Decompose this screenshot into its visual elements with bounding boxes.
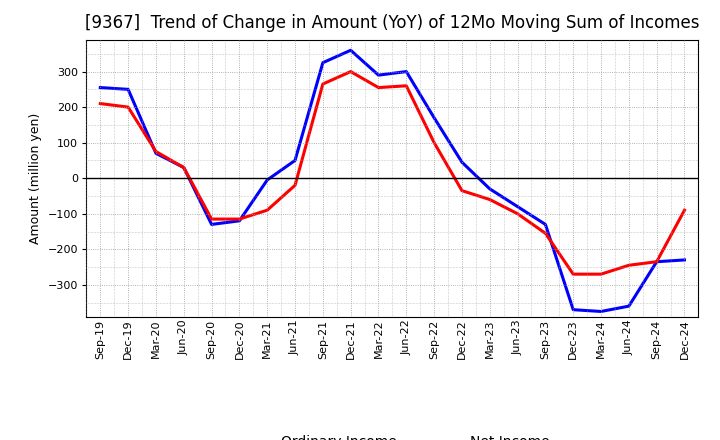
Ordinary Income [485,186,494,191]
Ordinary Income [318,60,327,65]
Net Income [235,216,243,222]
Net Income [96,101,104,106]
Ordinary Income [346,48,355,53]
Net Income [346,69,355,74]
Net Income [569,271,577,277]
Net Income [207,216,216,222]
Ordinary Income [597,309,606,314]
Ordinary Income [207,222,216,227]
Net Income [485,197,494,202]
Line: Ordinary Income: Ordinary Income [100,50,685,312]
Net Income [152,149,161,154]
Ordinary Income [179,165,188,170]
Line: Net Income: Net Income [100,72,685,274]
Net Income [597,271,606,277]
Title: [9367]  Trend of Change in Amount (YoY) of 12Mo Moving Sum of Incomes: [9367] Trend of Change in Amount (YoY) o… [85,15,700,33]
Ordinary Income [96,85,104,90]
Ordinary Income [124,87,132,92]
Net Income [513,211,522,216]
Ordinary Income [235,218,243,224]
Net Income [374,85,383,90]
Net Income [263,208,271,213]
Ordinary Income [263,177,271,183]
Legend: Ordinary Income, Net Income: Ordinary Income, Net Income [230,429,555,440]
Ordinary Income [680,257,689,263]
Net Income [179,165,188,170]
Ordinary Income [569,307,577,312]
Net Income [458,188,467,193]
Ordinary Income [402,69,410,74]
Ordinary Income [430,115,438,121]
Ordinary Income [152,150,161,156]
Net Income [402,83,410,88]
Ordinary Income [541,222,550,227]
Ordinary Income [374,73,383,78]
Ordinary Income [513,204,522,209]
Ordinary Income [624,304,633,309]
Net Income [124,104,132,110]
Net Income [624,263,633,268]
Ordinary Income [291,158,300,163]
Net Income [680,208,689,213]
Net Income [541,231,550,236]
Net Income [318,81,327,87]
Y-axis label: Amount (million yen): Amount (million yen) [29,113,42,244]
Ordinary Income [458,160,467,165]
Net Income [291,183,300,188]
Net Income [652,259,661,264]
Net Income [430,140,438,145]
Ordinary Income [652,259,661,264]
